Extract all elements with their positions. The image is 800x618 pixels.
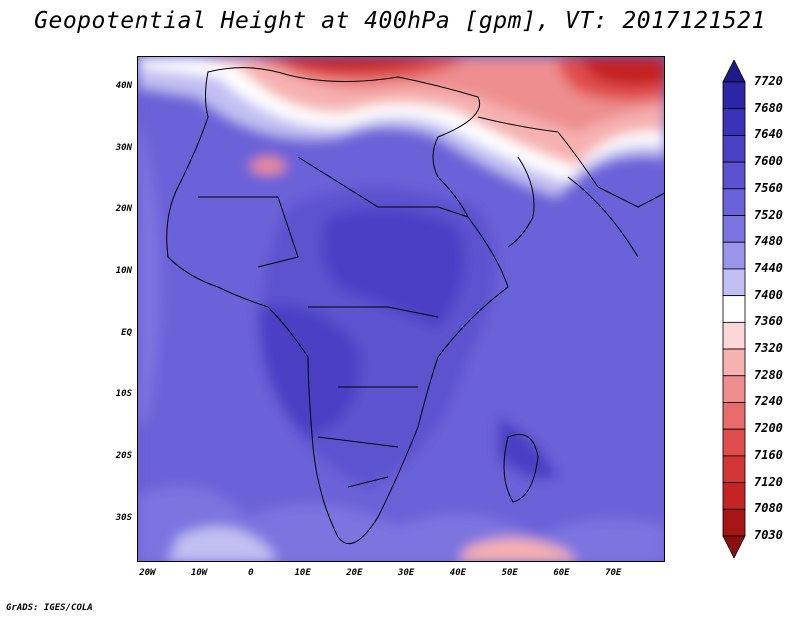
colorbar-swatch bbox=[722, 508, 746, 537]
colorbar-level-label: 7520 bbox=[754, 207, 783, 222]
grads-credit: GrADS: IGES/COLA bbox=[6, 603, 93, 613]
contour-map bbox=[138, 57, 664, 561]
lon-tick-label: 20E bbox=[346, 568, 363, 578]
lon-tick-label: 40E bbox=[449, 568, 467, 578]
lon-tick-label: 0 bbox=[248, 568, 254, 578]
lon-tick-label: 50E bbox=[501, 568, 518, 578]
colorbar-level-label: 7680 bbox=[754, 100, 783, 115]
colorbar-swatch bbox=[722, 241, 746, 270]
colorbar-level-label: 7080 bbox=[754, 501, 783, 516]
colorbar-swatch bbox=[722, 268, 746, 297]
colorbar-level-label: 7160 bbox=[754, 447, 783, 462]
colorbar-swatch bbox=[722, 348, 746, 377]
coastlines bbox=[166, 67, 664, 545]
colorbar-level-label: 7360 bbox=[754, 314, 783, 329]
colorbar-swatch bbox=[722, 295, 746, 323]
colorbar bbox=[722, 60, 746, 558]
lat-tick-label: 30S bbox=[115, 512, 132, 523]
colorbar-swatch bbox=[722, 402, 746, 430]
colorbar-level-label: 7400 bbox=[754, 287, 783, 302]
lat-tick-label: 10S bbox=[115, 389, 132, 400]
lat-tick-label: 30N bbox=[115, 142, 132, 153]
lat-tick-label: 40N bbox=[115, 80, 132, 91]
colorbar-swatch bbox=[722, 535, 746, 558]
lat-tick-label: EQ bbox=[121, 327, 132, 338]
colorbar-level-label: 7120 bbox=[754, 474, 783, 489]
lat-tick-label: 20N bbox=[115, 204, 132, 215]
lon-tick-label: 30E bbox=[398, 568, 415, 578]
colorbar-level-label: 7560 bbox=[754, 180, 783, 195]
colorbar-level-label: 7320 bbox=[754, 341, 783, 356]
lon-tick-label: 60E bbox=[553, 568, 570, 578]
colorbar-level-label: 7240 bbox=[754, 394, 783, 409]
lon-tick-label: 20W bbox=[139, 568, 156, 578]
colorbar-level-label: 7480 bbox=[754, 234, 783, 249]
colorbar-swatch bbox=[722, 482, 746, 510]
colorbar-swatch bbox=[722, 428, 746, 457]
colorbar-level-label: 7720 bbox=[754, 74, 783, 88]
lon-tick-label: 70E bbox=[605, 568, 622, 578]
colorbar-swatch bbox=[722, 375, 746, 403]
colorbar-swatch bbox=[722, 321, 746, 350]
height-field bbox=[138, 57, 664, 561]
colorbar-swatch bbox=[722, 135, 746, 163]
map-panel bbox=[137, 56, 665, 562]
colorbar-swatch bbox=[722, 215, 746, 243]
colorbar-swatch bbox=[722, 188, 746, 216]
colorbar-level-label: 7030 bbox=[754, 528, 783, 542]
colorbar-swatch bbox=[722, 455, 746, 483]
map-title: Geopotential Height at 400hPa [gpm], VT:… bbox=[34, 8, 766, 34]
colorbar-level-label: 7200 bbox=[754, 421, 783, 436]
lon-tick-label: 10W bbox=[190, 568, 208, 578]
lat-tick-label: 20S bbox=[115, 451, 132, 462]
lat-tick-label: 10N bbox=[115, 265, 132, 276]
colorbar-swatch bbox=[722, 108, 746, 136]
colorbar-swatch bbox=[722, 60, 746, 83]
colorbar-swatch bbox=[722, 81, 746, 110]
colorbar-swatch bbox=[722, 161, 746, 190]
colorbar-level-label: 7640 bbox=[754, 127, 783, 142]
lon-tick-label: 10E bbox=[294, 568, 311, 578]
colorbar-level-label: 7280 bbox=[754, 367, 783, 382]
colorbar-level-label: 7440 bbox=[754, 260, 783, 275]
colorbar-level-label: 7600 bbox=[754, 154, 783, 169]
